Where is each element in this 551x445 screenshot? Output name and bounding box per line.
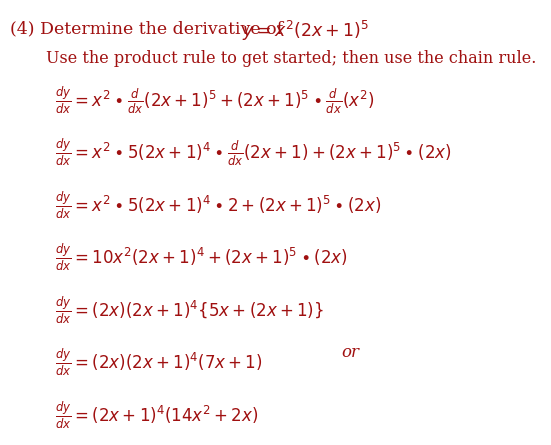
Text: $\frac{dy}{dx} = x^2 \bullet 5(2x+1)^4 \bullet \frac{d}{dx}(2x+1)+(2x+1)^5 \bull: $\frac{dy}{dx} = x^2 \bullet 5(2x+1)^4 \…	[55, 137, 452, 169]
Text: Use the product rule to get started; then use the chain rule.: Use the product rule to get started; the…	[46, 50, 536, 67]
Text: $\frac{dy}{dx} = 10x^2(2x+1)^4+(2x+1)^5 \bullet(2x)$: $\frac{dy}{dx} = 10x^2(2x+1)^4+(2x+1)^5 …	[55, 242, 348, 274]
Text: $\frac{dy}{dx} = (2x)(2x+1)^4(7x+1)$: $\frac{dy}{dx} = (2x)(2x+1)^4(7x+1)$	[55, 347, 263, 379]
Text: $\frac{dy}{dx} = x^2 \bullet 5(2x+1)^4 \bullet 2+(2x+1)^5 \bullet(2x)$: $\frac{dy}{dx} = x^2 \bullet 5(2x+1)^4 \…	[55, 190, 381, 222]
Text: $\frac{dy}{dx} = x^2 \bullet \frac{d}{dx}(2x+1)^5 + (2x+1)^5 \bullet \frac{d}{dx: $\frac{dy}{dx} = x^2 \bullet \frac{d}{dx…	[55, 85, 374, 117]
Text: $y = x^2(2x+1)^5$: $y = x^2(2x+1)^5$	[242, 19, 370, 43]
Text: $\frac{dy}{dx} = (2x+1)^4\left(14x^2+2x\right)$: $\frac{dy}{dx} = (2x+1)^4\left(14x^2+2x\…	[55, 400, 258, 432]
Text: (4) Determine the derivative of: (4) Determine the derivative of	[10, 20, 283, 37]
Text: or: or	[342, 344, 360, 360]
Text: $\frac{dy}{dx} = (2x)(2x+1)^4\left\{5x+(2x+1)\right\}$: $\frac{dy}{dx} = (2x)(2x+1)^4\left\{5x+(…	[55, 295, 324, 327]
